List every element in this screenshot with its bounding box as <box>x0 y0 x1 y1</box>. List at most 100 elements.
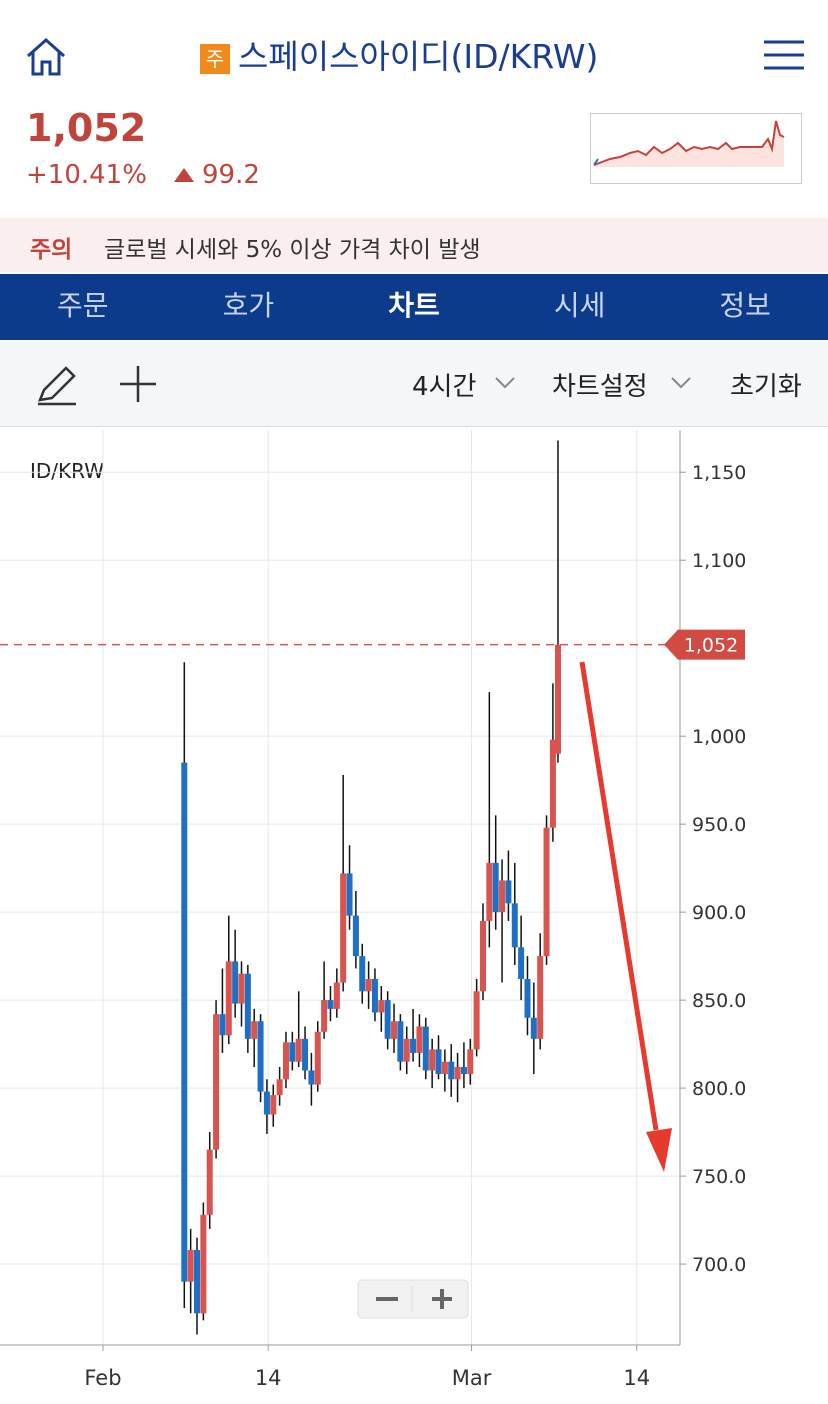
candle-body <box>219 1014 226 1036</box>
chart-settings[interactable]: 차트설정 <box>552 372 648 402</box>
candle-body <box>282 1042 289 1080</box>
candle-body <box>181 762 188 1282</box>
menu-icon[interactable] <box>764 40 804 70</box>
candle-body <box>378 1000 385 1013</box>
candle-body <box>232 961 239 1004</box>
chevron <box>671 377 691 389</box>
y-tick-label: 800.0 <box>692 1078 746 1100</box>
candle-body <box>473 991 480 1050</box>
x-tick-label: Mar <box>452 1366 492 1390</box>
candle-body <box>511 903 518 948</box>
sparkline <box>590 113 802 184</box>
tab[interactable]: 호가 <box>222 289 275 322</box>
interval[interactable]: 4시간 <box>412 372 477 402</box>
notice-text: 글로벌 시세와 5% 이상 가격 차이 발생 <box>104 237 481 263</box>
title-text: 스페이스아이디(ID/KRW) <box>238 37 599 76</box>
zoom-icons[interactable] <box>376 1289 452 1309</box>
tab[interactable]: 정보 <box>719 289 771 322</box>
home-icon[interactable] <box>24 36 68 78</box>
candle-body <box>308 1070 315 1085</box>
title: 주 스페이스아이디(ID/KRW) <box>200 30 598 78</box>
candle-body <box>257 1021 264 1092</box>
candle-body <box>492 862 499 913</box>
y-tick-label: 950.0 <box>692 814 746 836</box>
candle-body <box>530 1017 537 1039</box>
plus-icon[interactable] <box>118 364 158 404</box>
tab[interactable]: 시세 <box>553 289 606 322</box>
change-pct: +10.41% <box>26 160 147 190</box>
tab[interactable]: 주문 <box>57 289 109 322</box>
candle-body <box>321 1000 328 1032</box>
x-tick-label: 14 <box>255 1366 282 1390</box>
up-triangle <box>174 168 194 182</box>
candle-body <box>486 862 493 921</box>
annotation-arrow <box>646 1128 672 1172</box>
y-tick-label: 1,150 <box>692 462 746 484</box>
candle-body <box>213 1014 220 1150</box>
candle-body <box>194 1249 201 1314</box>
candle-body <box>479 920 486 992</box>
candle-body <box>543 827 550 957</box>
candle-body <box>518 947 525 979</box>
candle-body <box>238 973 245 1004</box>
tab[interactable]: 차트 <box>388 289 440 322</box>
candle-body <box>435 1049 442 1075</box>
candle-body <box>206 1149 213 1215</box>
candle-body <box>416 1026 423 1053</box>
y-tick-label: 1,000 <box>692 726 746 748</box>
x-tick-label: Feb <box>84 1366 121 1390</box>
chart: ID/KRW 700.0 750.0 800.0 850.0 900.0 950.0 1,0… <box>0 430 746 1390</box>
notice-label: 주의 <box>30 237 73 263</box>
chart-title: ID/KRW <box>30 459 104 483</box>
candle-body <box>365 979 372 992</box>
candle-body <box>505 880 512 904</box>
candle-body <box>251 1021 258 1039</box>
candle-body <box>327 1000 334 1009</box>
y-tick-label: 900.0 <box>692 902 746 924</box>
candle-body <box>333 982 340 1009</box>
candle-body <box>359 956 366 992</box>
tab-bar: 주문 호가 차트 시세 정보 <box>0 274 828 340</box>
badge: 주 <box>200 43 230 74</box>
candle-body <box>460 1066 467 1075</box>
candle-body <box>429 1049 436 1071</box>
chevron <box>495 377 515 389</box>
candle-body <box>295 1038 302 1062</box>
candle-body <box>403 1038 410 1062</box>
candle-body <box>448 1061 455 1080</box>
price: 1,052 <box>26 106 147 150</box>
x-tick-label: 14 <box>623 1366 650 1390</box>
y-tick-label: 700.0 <box>692 1254 746 1276</box>
candle-body <box>289 1042 296 1062</box>
change: 99.2 <box>202 160 260 190</box>
candle-body <box>352 915 359 957</box>
candle-body <box>524 979 531 1018</box>
y-tick-label: 1,100 <box>692 550 746 572</box>
candle-body <box>549 739 556 828</box>
candle-body <box>537 956 544 1039</box>
candle-body <box>410 1038 417 1053</box>
toolbar: 4시간 차트설정 초기화 <box>0 342 828 427</box>
candle-body <box>200 1214 207 1314</box>
candle-body <box>397 1021 404 1062</box>
y-tick-label: 850.0 <box>692 990 746 1012</box>
candle-body <box>225 961 232 1036</box>
candle-body <box>467 1049 474 1075</box>
notice: 주의 글로벌 시세와 5% 이상 가격 차이 발생 <box>0 218 828 272</box>
candle-body <box>371 979 378 1013</box>
reset[interactable]: 초기화 <box>730 372 802 402</box>
price-badge <box>664 629 745 660</box>
candle-body <box>187 1249 194 1282</box>
candle-body <box>346 873 353 916</box>
candle-body <box>422 1026 429 1071</box>
price-badge-label: 1,052 <box>684 635 738 657</box>
candle-body <box>263 1091 270 1115</box>
candle-body <box>554 644 561 754</box>
candle-body <box>384 1000 391 1039</box>
candle-body <box>302 1038 309 1071</box>
candle-body <box>276 1079 283 1096</box>
candle-body <box>441 1061 448 1075</box>
candle-body <box>340 873 347 983</box>
pencil-icon[interactable] <box>36 362 80 406</box>
